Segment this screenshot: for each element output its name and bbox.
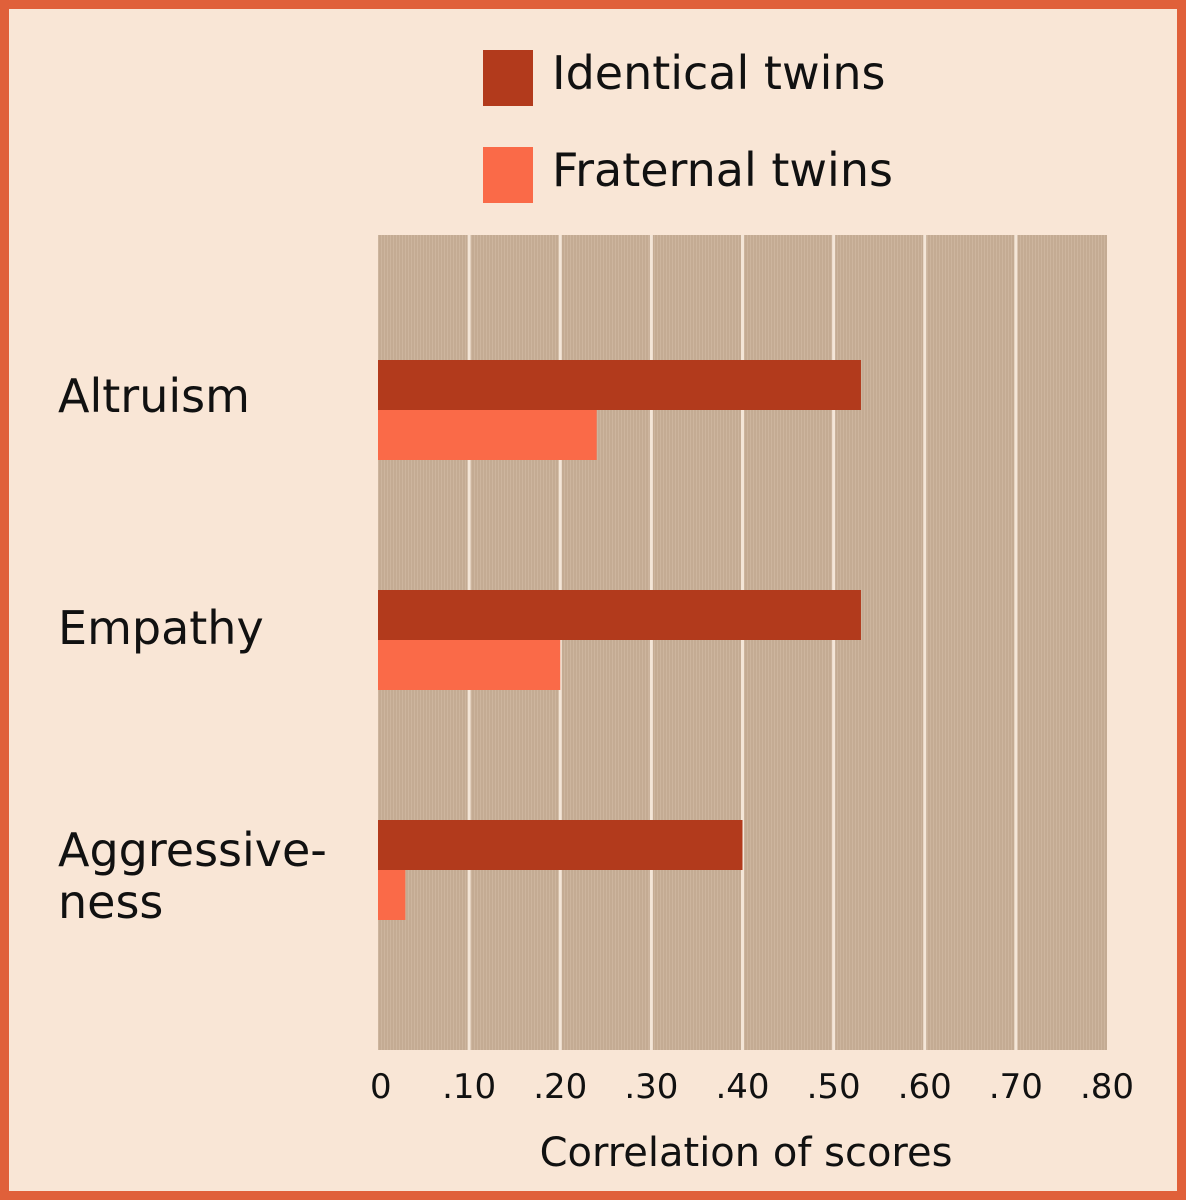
x-tick-label: .50 (807, 1067, 861, 1107)
category-label: Aggressive-ness (58, 823, 327, 929)
legend-swatch (483, 50, 533, 106)
x-tick-label: .20 (533, 1067, 587, 1107)
x-tick-label: .30 (624, 1067, 678, 1107)
x-tick-label: .40 (715, 1067, 769, 1107)
category-label: Altruism (58, 369, 250, 423)
legend-swatch (483, 147, 533, 203)
x-tick-label: .70 (989, 1067, 1043, 1107)
bar-fraternal-2 (378, 870, 406, 920)
bar-fraternal-0 (378, 410, 597, 460)
x-axis-label: Correlation of scores (540, 1130, 953, 1176)
category-labels: Altruism Empathy Aggressive-ness (58, 369, 327, 929)
x-tick-labels: 0 .10 .20 .30 .40 .50 .60 .70 .80 (370, 1067, 1134, 1107)
category-label: Empathy (58, 601, 264, 655)
legend: Identical twins Fraternal twins (483, 46, 893, 203)
x-tick-label: 0 (370, 1067, 392, 1107)
x-tick-label: .60 (898, 1067, 952, 1107)
bar-fraternal-1 (378, 640, 561, 690)
x-tick-label: .10 (442, 1067, 496, 1107)
bar-identical-0 (378, 360, 861, 410)
bar-identical-1 (378, 590, 861, 640)
legend-label: Identical twins (552, 46, 885, 100)
x-tick-label: .80 (1080, 1067, 1134, 1107)
bars (378, 360, 861, 920)
bar-identical-2 (378, 820, 743, 870)
legend-label: Fraternal twins (552, 143, 893, 197)
